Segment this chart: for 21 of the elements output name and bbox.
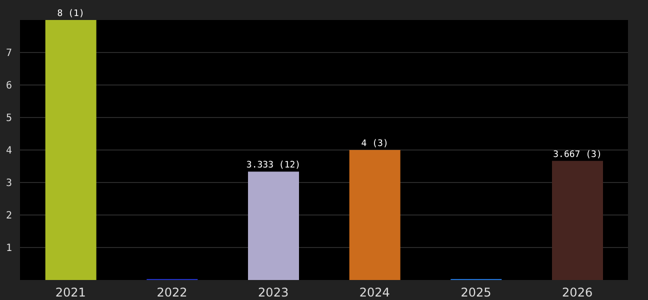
- y-tick-label: 3: [6, 178, 12, 190]
- y-tick-label: 6: [6, 80, 12, 92]
- y-tick-label: 1: [6, 243, 12, 254]
- x-tick-label: 2024: [359, 286, 390, 300]
- x-tick-label: 2022: [156, 286, 188, 300]
- x-tick-label: 2026: [562, 286, 593, 300]
- x-tick-label: 2023: [258, 286, 289, 300]
- bar: [45, 20, 96, 280]
- data-label: 4 (3): [361, 139, 388, 149]
- x-tick-label: 2025: [460, 286, 492, 300]
- bar: [349, 150, 400, 280]
- data-label: 3.333 (12): [246, 160, 301, 171]
- bar: [552, 160, 603, 280]
- y-tick-label: 4: [6, 146, 12, 157]
- y-tick-label: 2: [6, 210, 12, 222]
- x-tick-label: 2021: [55, 286, 86, 300]
- y-tick-label: 7: [6, 48, 12, 60]
- data-label: 8 (1): [57, 9, 84, 19]
- bar: [248, 172, 299, 280]
- data-label: 3.667 (3): [553, 150, 602, 160]
- y-tick-label: 5: [6, 113, 12, 124]
